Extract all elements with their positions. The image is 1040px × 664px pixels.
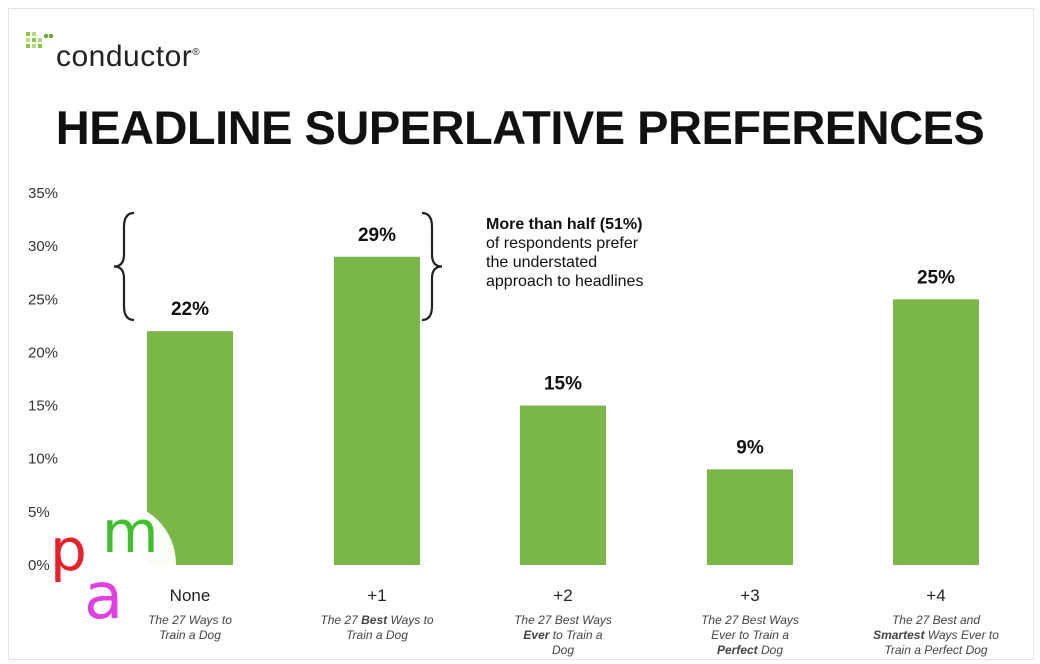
- annotation-text: More than half (51%) of respondents pref…: [486, 215, 643, 291]
- example-caption: Dog: [552, 643, 574, 657]
- data-label: 25%: [917, 267, 955, 288]
- conductor-dots-logo-icon: [26, 32, 54, 48]
- annotation-line-1: More than half (51%): [486, 216, 643, 233]
- y-tick-label: 25%: [28, 291, 58, 308]
- y-tick-label: 15%: [28, 398, 58, 415]
- pma-watermark-logo: p m a: [50, 498, 176, 630]
- example-caption: The 27 Best Ways: [514, 613, 612, 627]
- example-caption: Train a Dog: [346, 628, 408, 642]
- watermark-letter-a: a: [84, 560, 123, 630]
- watermark-letter-p: p: [50, 516, 87, 584]
- annotation-line-2: of respondents prefer: [486, 235, 639, 252]
- data-label: 22%: [171, 299, 209, 320]
- data-label: 9%: [736, 437, 764, 458]
- example-caption: The 27 Best and: [892, 613, 980, 627]
- example-caption: The 27 Ways to: [148, 613, 232, 627]
- bar: [334, 256, 420, 565]
- y-tick-label: 20%: [28, 344, 58, 361]
- bar: [893, 299, 979, 565]
- y-tick-label: 5%: [28, 504, 50, 521]
- chart-title: HEADLINE SUPERLATIVE PREFERENCES: [55, 101, 985, 154]
- annotation-line-4: approach to headlines: [486, 273, 644, 290]
- bar: [520, 405, 606, 565]
- category-label: +4: [926, 586, 945, 605]
- category-label: None: [170, 586, 211, 605]
- example-caption: Ever to Train a: [711, 628, 789, 642]
- watermark-letter-m: m: [102, 498, 159, 566]
- example-caption: Train a Perfect Dog: [884, 643, 987, 657]
- left-brace: [113, 211, 135, 322]
- right-brace: [421, 211, 443, 322]
- y-tick-label: 30%: [28, 238, 58, 255]
- y-tick-label: 35%: [28, 185, 58, 202]
- example-caption: Ever to Train a: [523, 628, 602, 642]
- brand-name: conductor®: [56, 40, 201, 73]
- data-label: 15%: [544, 374, 582, 395]
- example-caption: Train a Dog: [159, 628, 221, 642]
- category-label: +1: [367, 586, 386, 605]
- example-caption: Smartest Ways Ever to: [873, 628, 999, 642]
- registered-mark: ®: [192, 47, 201, 58]
- example-caption: The 27 Best Ways to: [320, 613, 434, 627]
- y-tick-label: 0%: [28, 557, 50, 574]
- example-caption: The 27 Best Ways: [701, 613, 799, 627]
- y-tick-label: 10%: [28, 451, 58, 468]
- data-label: 29%: [358, 225, 396, 246]
- category-label: +3: [740, 586, 759, 605]
- example-caption: Perfect Dog: [717, 643, 783, 657]
- bar: [707, 469, 793, 565]
- annotation-line-3: the understated: [486, 254, 598, 271]
- category-label: +2: [553, 586, 572, 605]
